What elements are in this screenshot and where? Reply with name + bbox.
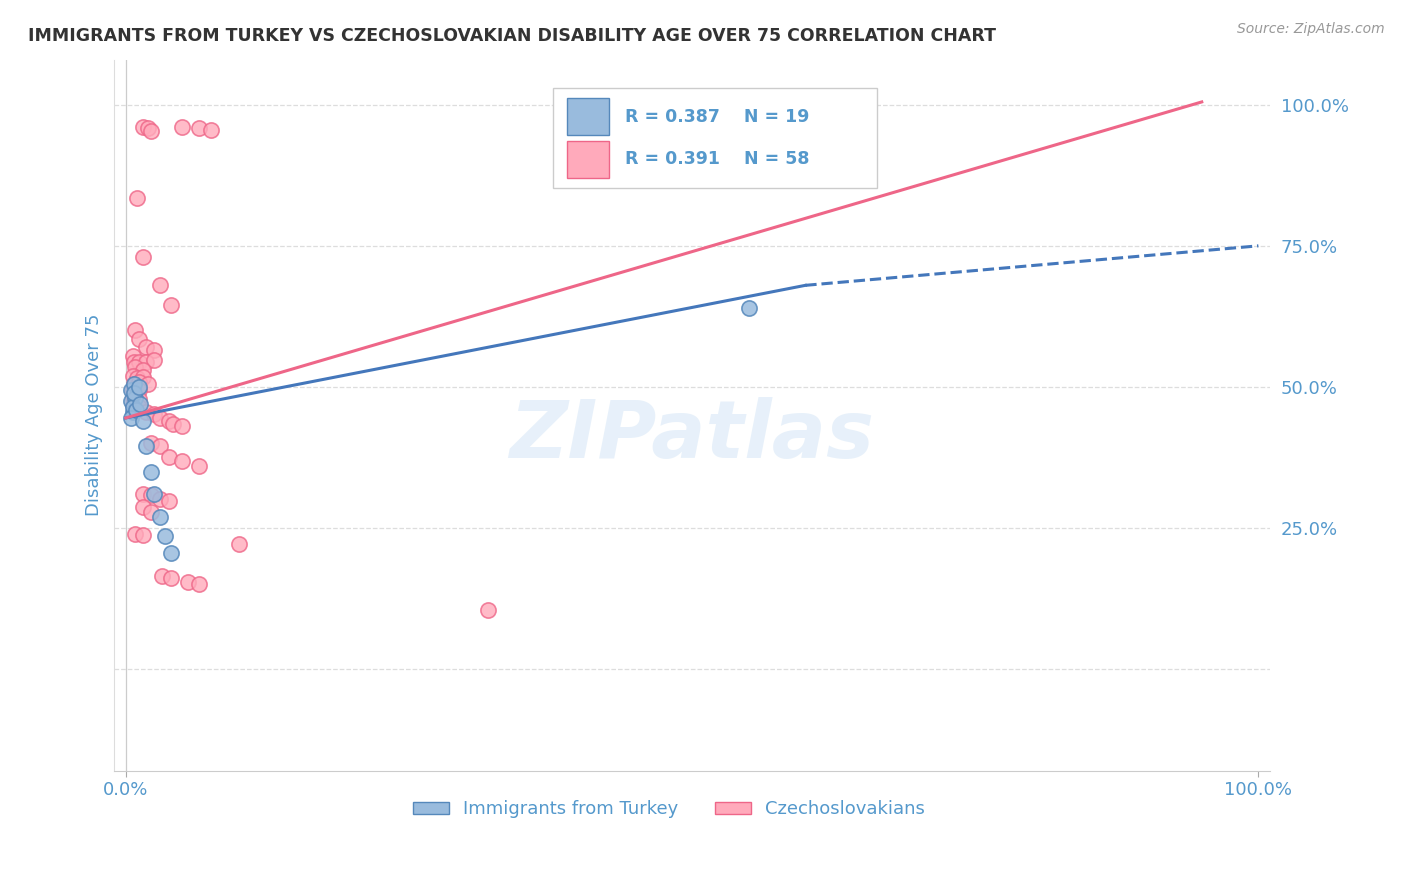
Point — [135, 439, 157, 453]
FancyBboxPatch shape — [554, 88, 877, 187]
Point — [162, 417, 184, 431]
Point — [160, 298, 183, 312]
Point — [477, 603, 499, 617]
Text: R = 0.391    N = 58: R = 0.391 N = 58 — [626, 150, 810, 169]
Point — [122, 385, 145, 400]
Point — [172, 419, 194, 434]
Point — [160, 546, 183, 560]
Point — [132, 363, 155, 377]
FancyBboxPatch shape — [567, 141, 609, 178]
Text: R = 0.387    N = 19: R = 0.387 N = 19 — [626, 108, 810, 126]
Legend: Immigrants from Turkey, Czechoslovakians: Immigrants from Turkey, Czechoslovakians — [405, 793, 932, 826]
Point — [139, 124, 162, 138]
Point — [138, 377, 160, 392]
Point — [122, 377, 145, 392]
Point — [139, 488, 162, 502]
Text: IMMIGRANTS FROM TURKEY VS CZECHOSLOVAKIAN DISABILITY AGE OVER 75 CORRELATION CHA: IMMIGRANTS FROM TURKEY VS CZECHOSLOVAKIA… — [28, 27, 995, 45]
Point — [737, 301, 759, 315]
Point — [125, 371, 148, 385]
Point — [135, 354, 157, 368]
Point — [188, 458, 211, 473]
Point — [132, 250, 155, 264]
Point — [128, 383, 150, 397]
Point — [128, 400, 150, 414]
Point — [128, 392, 150, 407]
Point — [121, 368, 143, 383]
Point — [143, 343, 166, 358]
Point — [155, 529, 177, 543]
Y-axis label: Disability Age Over 75: Disability Age Over 75 — [86, 314, 103, 516]
Point — [125, 402, 148, 417]
Point — [120, 383, 142, 397]
Point — [143, 352, 166, 367]
Point — [157, 450, 180, 465]
Point — [120, 394, 142, 409]
Point — [122, 354, 145, 368]
Point — [172, 454, 194, 468]
Point — [149, 491, 172, 506]
Point — [149, 278, 172, 293]
Point — [139, 505, 162, 519]
Point — [157, 494, 180, 508]
Point — [188, 121, 211, 136]
Point — [128, 354, 150, 368]
Point — [132, 528, 155, 542]
Point — [121, 391, 143, 405]
Point — [143, 407, 166, 421]
Point — [125, 191, 148, 205]
Point — [160, 571, 183, 585]
Point — [122, 377, 145, 392]
Point — [135, 340, 157, 354]
Point — [138, 121, 160, 136]
Point — [121, 398, 143, 412]
Point — [157, 414, 180, 428]
Point — [132, 487, 155, 501]
Text: Source: ZipAtlas.com: Source: ZipAtlas.com — [1237, 22, 1385, 37]
Point — [139, 436, 162, 450]
Point — [228, 537, 250, 551]
Point — [121, 400, 143, 414]
Point — [177, 574, 200, 589]
Point — [188, 577, 211, 591]
Point — [128, 332, 150, 346]
Point — [149, 509, 172, 524]
Point — [172, 120, 194, 135]
Point — [132, 120, 155, 135]
Text: ZIPatlas: ZIPatlas — [509, 398, 875, 475]
Point — [128, 376, 150, 390]
Point — [150, 569, 173, 583]
Point — [124, 526, 146, 541]
Point — [132, 369, 155, 384]
Point — [121, 383, 143, 397]
Point — [135, 405, 157, 419]
Point — [121, 349, 143, 363]
Point — [124, 391, 146, 405]
Point — [149, 439, 172, 453]
Point — [121, 405, 143, 419]
Point — [132, 500, 155, 514]
Point — [200, 122, 222, 136]
Point — [132, 414, 155, 428]
Point — [149, 411, 172, 425]
Point — [124, 324, 146, 338]
FancyBboxPatch shape — [567, 98, 609, 135]
Point — [139, 465, 162, 479]
Point — [143, 487, 166, 501]
Point — [120, 411, 142, 425]
Point — [128, 380, 150, 394]
Point — [129, 397, 152, 411]
Point — [124, 360, 146, 375]
